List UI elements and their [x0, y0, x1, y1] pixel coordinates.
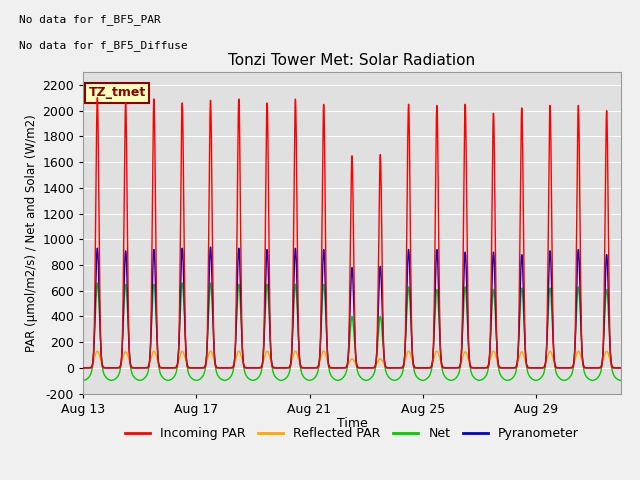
- Legend: Incoming PAR, Reflected PAR, Net, Pyranometer: Incoming PAR, Reflected PAR, Net, Pyrano…: [120, 422, 584, 445]
- X-axis label: Time: Time: [337, 417, 367, 430]
- Title: Tonzi Tower Met: Solar Radiation: Tonzi Tower Met: Solar Radiation: [228, 53, 476, 68]
- Text: No data for f_BF5_Diffuse: No data for f_BF5_Diffuse: [19, 40, 188, 51]
- Y-axis label: PAR (μmol/m2/s) / Net and Solar (W/m2): PAR (μmol/m2/s) / Net and Solar (W/m2): [25, 114, 38, 352]
- Text: TZ_tmet: TZ_tmet: [88, 86, 146, 99]
- Text: No data for f_BF5_PAR: No data for f_BF5_PAR: [19, 14, 161, 25]
